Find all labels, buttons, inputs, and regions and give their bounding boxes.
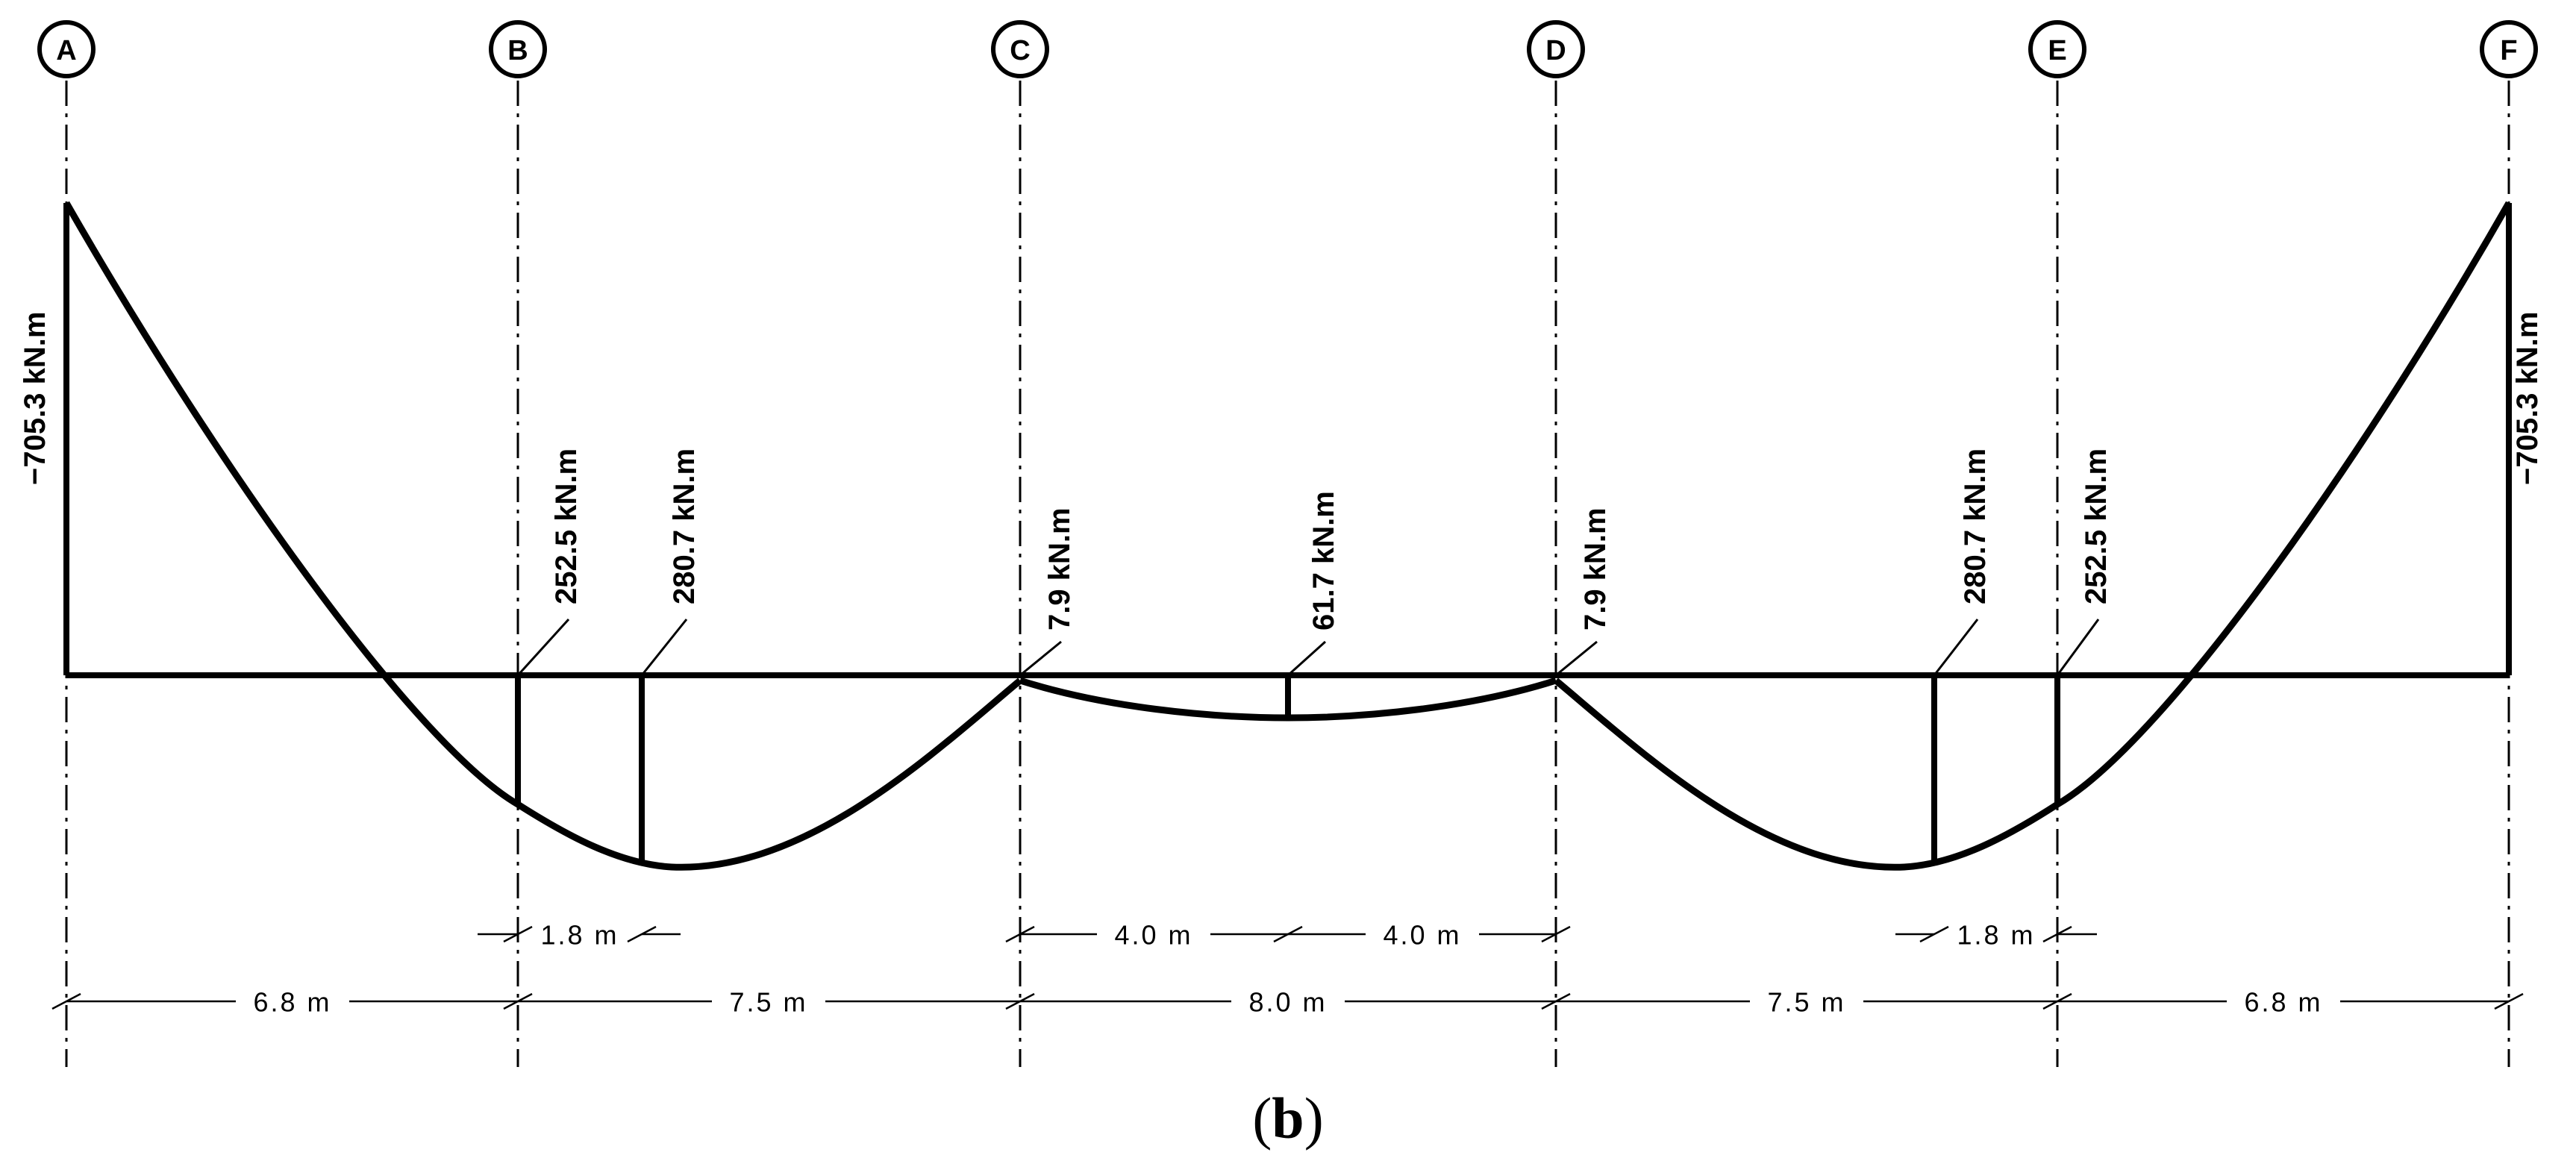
axis-bubble-c: C: [991, 20, 1049, 78]
leader-e-face: [2056, 619, 2100, 676]
dim-tick: [51, 992, 81, 1010]
figure-caption: (b): [1252, 1086, 1323, 1151]
dim-offset-right: 1.8 m: [1957, 920, 2035, 951]
dim-half-right: 4.0 m: [1383, 920, 1461, 951]
grid-lines: [65, 81, 2510, 1067]
moment-label-c: 7.9 kN.m: [1043, 507, 1076, 630]
moment-label-e-face: 252.5 kN.m: [2080, 448, 2113, 604]
moment-label-span5-max: 280.7 kN.m: [1959, 448, 1992, 604]
axis-bubble-f: F: [2480, 20, 2538, 78]
dim-tick: [627, 925, 657, 943]
dim-tick: [1919, 925, 1949, 943]
leader-b-face: [516, 618, 570, 677]
axis-bubble-b: B: [489, 20, 547, 78]
dim-offset-left: 1.8 m: [540, 920, 619, 951]
dim-tick: [1273, 925, 1303, 943]
dim-tick: [503, 992, 533, 1010]
axis-label-c: C: [1010, 35, 1030, 66]
axis-label-f: F: [2500, 35, 2517, 66]
axis-label-e: E: [2048, 35, 2066, 66]
moment-label-d: 7.9 kN.m: [1579, 507, 1612, 630]
leader-mid: [1287, 640, 1327, 677]
dim-half-left: 4.0 m: [1114, 920, 1192, 951]
dim-tick: [2494, 992, 2524, 1010]
dim-span-de: 7.5 m: [1767, 987, 1845, 1018]
leader-span1-max: [640, 619, 688, 676]
moment-label-mid: 61.7 kN.m: [1307, 491, 1340, 630]
leader-lines: [516, 618, 2100, 677]
leader-c: [1019, 640, 1062, 677]
moment-label-support-a: −705.3 kN.m: [19, 312, 51, 485]
dim-span-bc: 7.5 m: [729, 987, 807, 1018]
moment-curve-span-ab-bc: [63, 201, 1022, 871]
moment-label-support-f: −705.3 kN.m: [2511, 312, 2544, 485]
dim-tick: [1005, 925, 1035, 943]
axis-label-b: B: [507, 35, 528, 66]
dim-tick: [2042, 925, 2072, 943]
axis-bubble-e: E: [2028, 20, 2086, 78]
dim-span-ef: 6.8 m: [2244, 987, 2322, 1018]
moment-label-span1-max: 280.7 kN.m: [668, 448, 701, 604]
moment-curve-span-de-ef: [1554, 201, 2512, 871]
leader-span5-max: [1933, 619, 1979, 676]
moment-label-b-face: 252.5 kN.m: [550, 448, 583, 604]
dimension-row-upper: 1.8 m 4.0 m 4.0 m 1.8 m: [478, 920, 2097, 951]
dim-span-ab: 6.8 m: [253, 987, 331, 1018]
leader-d: [1555, 640, 1598, 677]
axis-bubble-d: D: [1527, 20, 1585, 78]
axis-label-d: D: [1545, 35, 1566, 66]
dim-tick: [1541, 925, 1571, 943]
axis-bubble-a: A: [37, 20, 96, 78]
dim-tick: [1005, 992, 1035, 1010]
dimension-row-lower: 6.8 m 7.5 m 8.0 m 7.5 m 6.8 m: [51, 987, 2524, 1018]
axis-label-a: A: [56, 35, 76, 66]
dim-tick: [2042, 992, 2072, 1010]
dim-tick: [503, 925, 533, 943]
dim-tick: [1541, 992, 1571, 1010]
dim-span-cd: 8.0 m: [1248, 987, 1327, 1018]
